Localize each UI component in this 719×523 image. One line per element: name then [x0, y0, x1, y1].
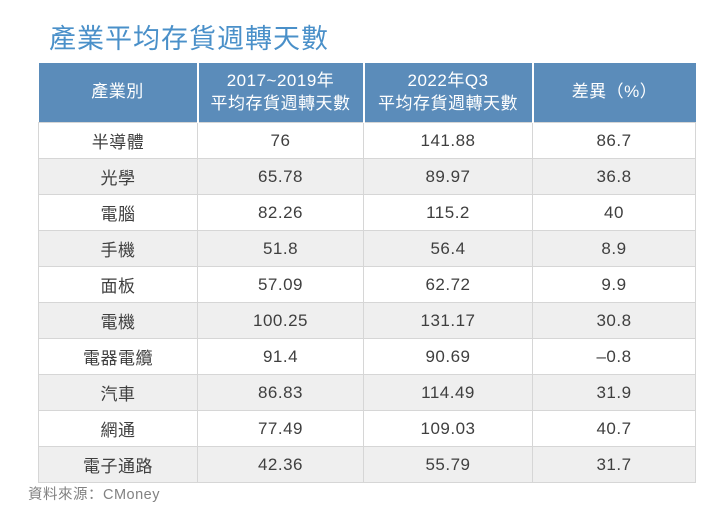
value-2017-cell: 51.8	[197, 230, 364, 267]
value-2022-cell: 115.2	[363, 194, 533, 231]
table-row: 手機 51.8 56.4 8.9	[38, 230, 696, 267]
value-2017-cell: 42.36	[197, 446, 364, 483]
header-difference-pct: 差異（%）	[531, 63, 696, 123]
diff-cell: 8.9	[532, 230, 696, 267]
header-2017-2019-line1: 2017~2019年	[226, 71, 335, 91]
table-row: 電器電纜 91.4 90.69 –0.8	[38, 338, 696, 375]
diff-cell: –0.8	[532, 338, 696, 375]
value-2017-cell: 65.78	[197, 158, 364, 195]
header-industry: 產業別	[38, 63, 198, 123]
table-row: 電機 100.25 131.17 30.8	[38, 302, 696, 339]
industry-cell: 光學	[38, 158, 198, 195]
industry-cell: 汽車	[38, 374, 198, 411]
value-2022-cell: 90.69	[363, 338, 533, 375]
table-row: 網通 77.49 109.03 40.7	[38, 410, 696, 447]
industry-cell: 電機	[38, 302, 198, 339]
industry-cell: 半導體	[38, 122, 198, 159]
value-2022-cell: 109.03	[363, 410, 533, 447]
value-2017-cell: 100.25	[197, 302, 364, 339]
diff-cell: 30.8	[532, 302, 696, 339]
industry-cell: 電腦	[38, 194, 198, 231]
diff-cell: 86.7	[532, 122, 696, 159]
industry-cell: 手機	[38, 230, 198, 267]
header-2022q3-line2: 平均存貨週轉天數	[378, 93, 518, 113]
value-2022-cell: 131.17	[363, 302, 533, 339]
value-2022-cell: 89.97	[363, 158, 533, 195]
table-row: 電腦 82.26 115.2 40	[38, 194, 696, 231]
value-2022-cell: 62.72	[363, 266, 533, 303]
value-2022-cell: 141.88	[363, 122, 533, 159]
industry-cell: 網通	[38, 410, 198, 447]
value-2022-cell: 55.79	[363, 446, 533, 483]
industry-cell: 電器電纜	[38, 338, 198, 375]
table-row: 電子通路 42.36 55.79 31.7	[38, 446, 696, 483]
data-source-note: 資料來源：CMoney	[28, 487, 160, 503]
header-difference-line1: 差異（%）	[571, 82, 658, 102]
industry-cell: 面板	[38, 266, 198, 303]
page-title: 產業平均存貨週轉天數	[49, 24, 329, 54]
value-2022-cell: 114.49	[363, 374, 533, 411]
value-2017-cell: 91.4	[197, 338, 364, 375]
inventory-turnover-table-wrap: 產業別 2017~2019年 平均存貨週轉天數 2022年Q3 平均存貨週轉天數…	[38, 63, 696, 483]
diff-cell: 31.7	[532, 446, 696, 483]
value-2017-cell: 77.49	[197, 410, 364, 447]
table-header: 產業別 2017~2019年 平均存貨週轉天數 2022年Q3 平均存貨週轉天數…	[38, 63, 696, 123]
header-2017-2019-avg: 2017~2019年 平均存貨週轉天數	[196, 63, 364, 123]
diff-cell: 36.8	[532, 158, 696, 195]
table-header-row: 產業別 2017~2019年 平均存貨週轉天數 2022年Q3 平均存貨週轉天數…	[38, 63, 696, 123]
industry-cell: 電子通路	[38, 446, 198, 483]
table-row: 汽車 86.83 114.49 31.9	[38, 374, 696, 411]
header-2017-2019-line2: 平均存貨週轉天數	[210, 93, 351, 113]
value-2017-cell: 82.26	[197, 194, 364, 231]
inventory-turnover-table: 產業別 2017~2019年 平均存貨週轉天數 2022年Q3 平均存貨週轉天數…	[38, 63, 696, 483]
table-body: 半導體 76 141.88 86.7 光學 65.78 89.97 36.8 電…	[38, 122, 696, 483]
value-2017-cell: 57.09	[197, 266, 364, 303]
header-industry-line1: 產業別	[91, 82, 144, 102]
table-row: 半導體 76 141.88 86.7	[38, 122, 696, 159]
diff-cell: 31.9	[532, 374, 696, 411]
header-2022q3-avg: 2022年Q3 平均存貨週轉天數	[362, 63, 533, 123]
table-row: 面板 57.09 62.72 9.9	[38, 266, 696, 303]
value-2022-cell: 56.4	[363, 230, 533, 267]
header-2022q3-line1: 2022年Q3	[407, 71, 489, 91]
value-2017-cell: 86.83	[197, 374, 364, 411]
diff-cell: 9.9	[532, 266, 696, 303]
value-2017-cell: 76	[197, 122, 364, 159]
table-row: 光學 65.78 89.97 36.8	[38, 158, 696, 195]
diff-cell: 40.7	[532, 410, 696, 447]
diff-cell: 40	[532, 194, 696, 231]
